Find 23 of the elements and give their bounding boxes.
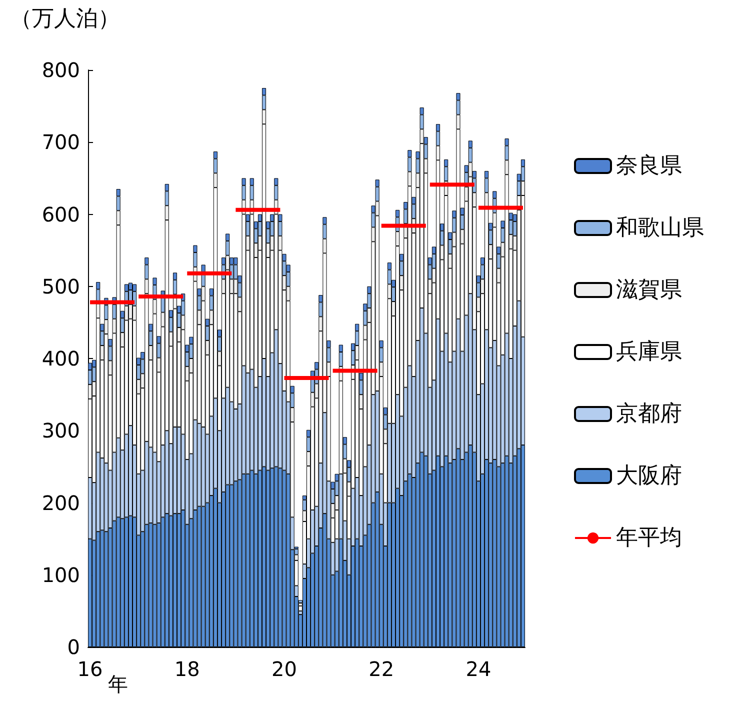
- legend-label: 和歌山県: [616, 216, 704, 240]
- legend-label: 兵庫県: [616, 340, 682, 364]
- x-tick-label: 20: [272, 657, 297, 681]
- y-tick-label: 0: [67, 635, 80, 659]
- y-axis-title: （万人泊）: [10, 6, 120, 32]
- y-tick-label: 300: [42, 418, 80, 443]
- y-tick-label: 700: [42, 130, 80, 154]
- x-tick-label: 18: [174, 657, 200, 681]
- x-tick-label: 22: [368, 657, 394, 681]
- y-tick-label: 400: [42, 346, 80, 370]
- x-axis-title: 年: [108, 672, 128, 696]
- legend-label: 大阪府: [616, 464, 682, 488]
- y-tick-label: 800: [42, 58, 80, 82]
- legend-label: 京都府: [616, 402, 682, 426]
- y-tick-label: 600: [42, 202, 80, 226]
- legend-label: 年平均: [616, 526, 682, 550]
- x-tick-label: 24: [466, 657, 492, 681]
- y-tick-label: 500: [42, 274, 80, 298]
- y-tick-label: 100: [42, 562, 80, 587]
- x-tick-label: 16: [77, 657, 103, 681]
- legend-label: 奈良県: [616, 154, 682, 178]
- legend-label: 滋賀県: [616, 278, 682, 302]
- y-tick-label: 200: [42, 490, 80, 515]
